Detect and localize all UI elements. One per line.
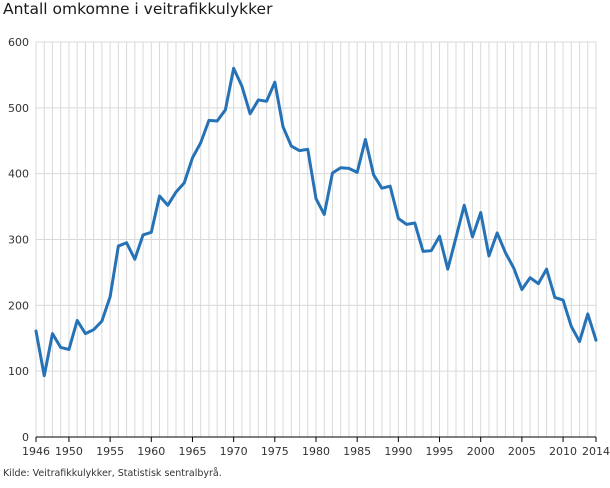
- series-line: [34, 66, 598, 378]
- x-tick-label: 1995: [426, 445, 454, 458]
- x-tick-label: 1950: [55, 445, 83, 458]
- x-tick-label: 1965: [178, 445, 206, 458]
- line-chart: 0 100 200 300 400 500 600 1946 1950 1955 1960 1965 1…: [8, 36, 610, 458]
- x-tick-label: 1985: [343, 445, 371, 458]
- x-tick-label: 2005: [508, 445, 536, 458]
- y-tick-label: 600: [8, 36, 29, 49]
- y-tick-label: 200: [8, 299, 29, 312]
- y-tick-label: 300: [8, 234, 29, 247]
- y-tick-label: 400: [8, 168, 29, 181]
- y-tick-label: 0: [22, 431, 29, 444]
- x-tick-label: 2000: [467, 445, 495, 458]
- y-tick-label: 100: [8, 365, 29, 378]
- x-tick-label: 1980: [302, 445, 330, 458]
- x-tick-label: 1946: [22, 445, 50, 458]
- source-note: Kilde: Veitrafikkulykker, Statistisk sen…: [3, 468, 222, 479]
- tick-labels: 0 100 200 300 400 500 600 1946 1950 1955 1960 1965 1…: [8, 36, 610, 458]
- x-tick-label: 2010: [549, 445, 577, 458]
- x-tick-label: 1970: [220, 445, 248, 458]
- x-tick-label: 2014: [582, 445, 610, 458]
- grid-lines: [35, 41, 597, 437]
- x-tick-label: 1975: [261, 445, 289, 458]
- x-tick-label: 1960: [137, 445, 165, 458]
- axes: [35, 436, 597, 442]
- chart-title: Antall omkomne i veitrafikkulykker: [3, 0, 273, 18]
- y-tick-label: 500: [8, 102, 29, 115]
- x-tick-label: 1955: [96, 445, 124, 458]
- series-layer: [34, 66, 598, 378]
- x-tick-label: 1990: [384, 445, 412, 458]
